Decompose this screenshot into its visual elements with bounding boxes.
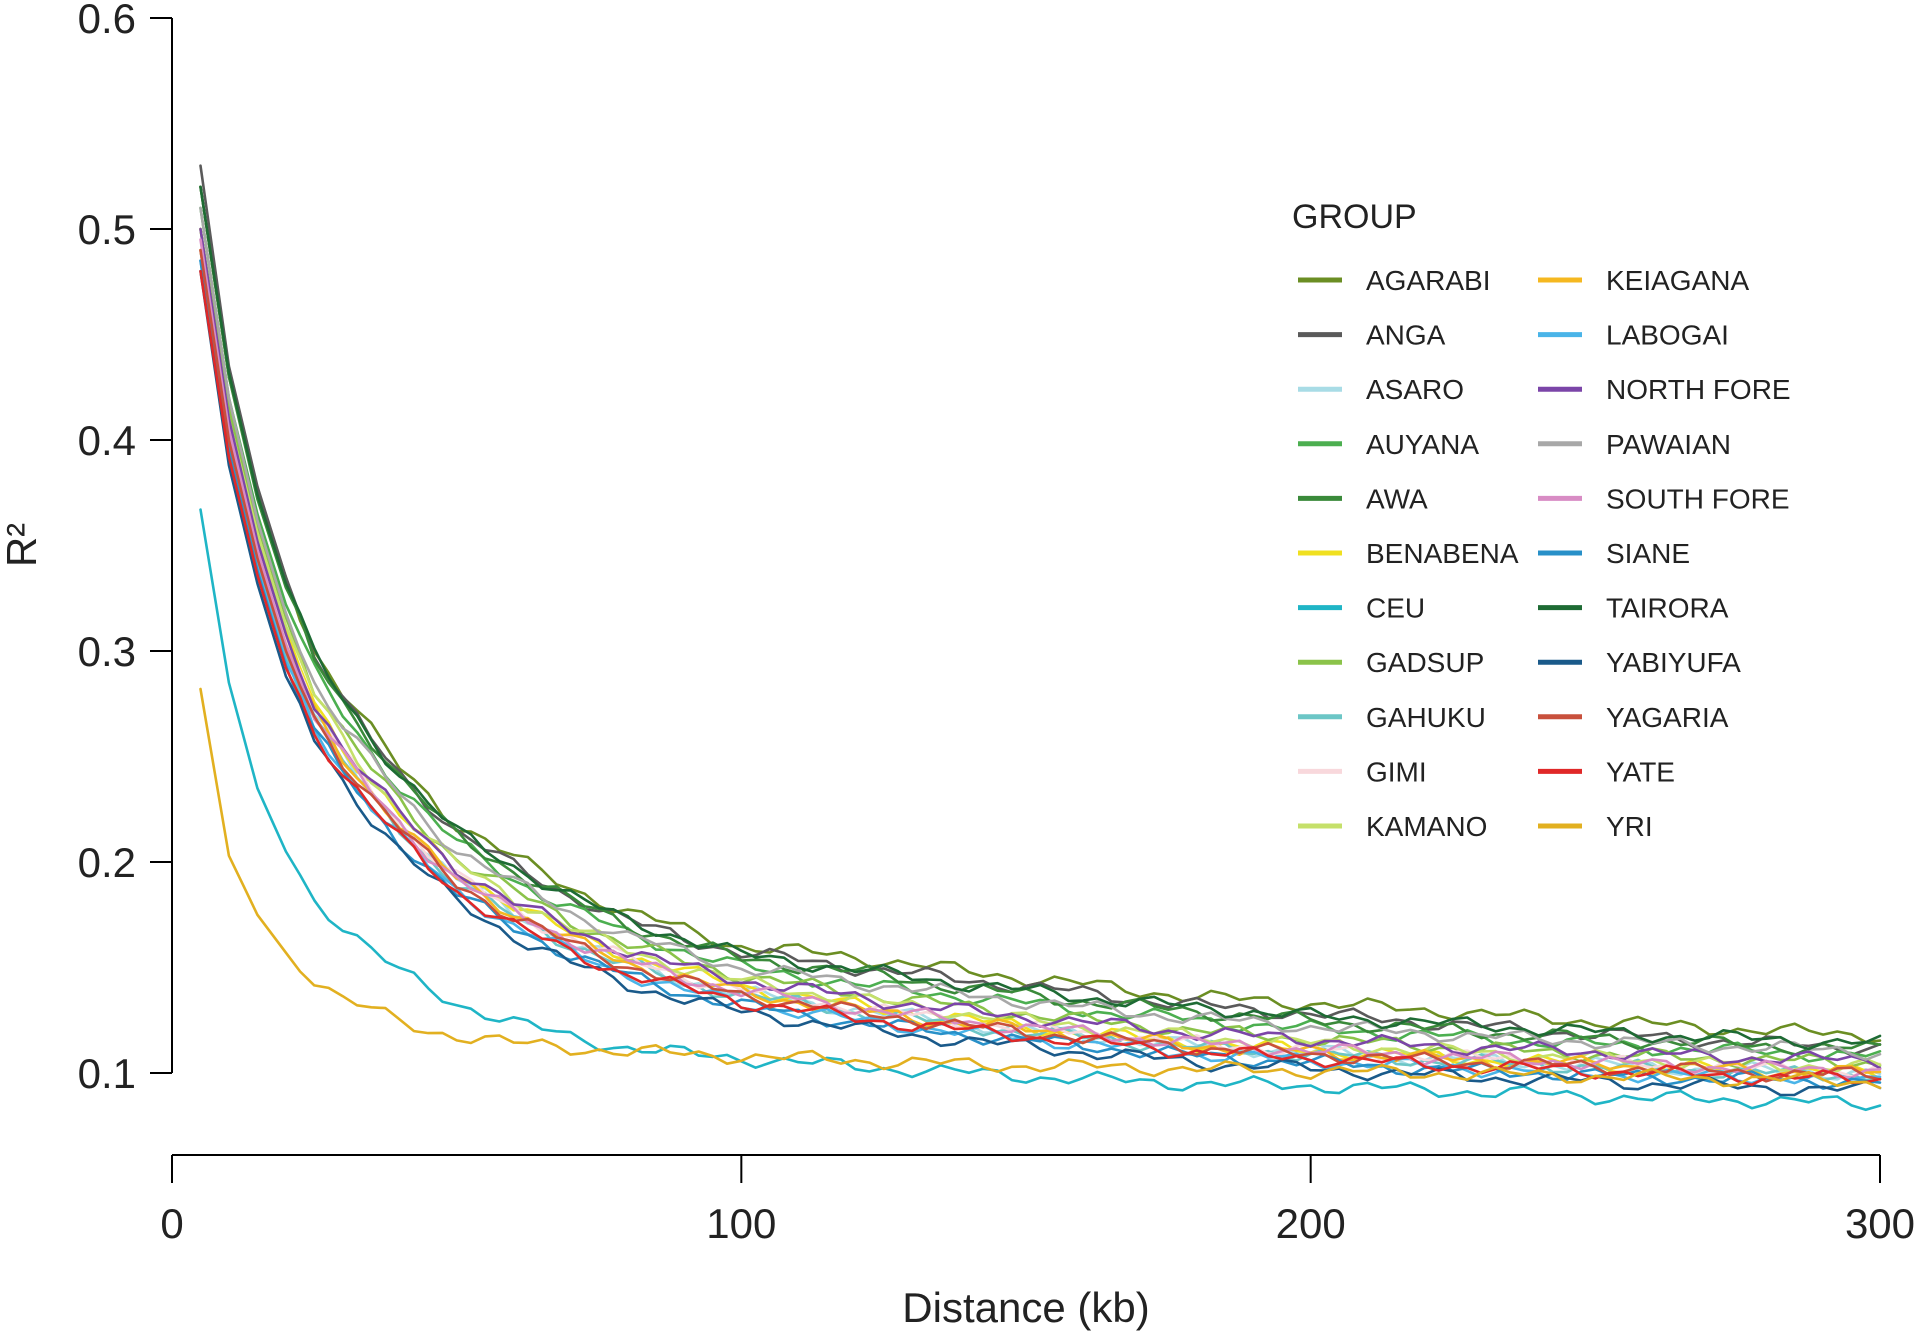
y-tick-label: 0.6 bbox=[78, 0, 136, 42]
series-line-tairora bbox=[199, 185, 1882, 1051]
legend-label: NORTH FORE bbox=[1606, 374, 1791, 405]
y-axis-title: R² bbox=[0, 523, 45, 567]
legend-item: YATE bbox=[1538, 756, 1675, 787]
legend-label: ASARO bbox=[1366, 374, 1464, 405]
legend-label: GADSUP bbox=[1366, 647, 1484, 678]
legend-label: SOUTH FORE bbox=[1606, 483, 1790, 514]
legend: GROUP AGARABI ANGA ASARO AUYANA AWA BENABENA CE… bbox=[1292, 198, 1791, 842]
legend-label: AGARABI bbox=[1366, 265, 1490, 296]
series-lines bbox=[199, 164, 1882, 1112]
legend-item: PAWAIAN bbox=[1538, 429, 1731, 460]
y-tick-label: 0.5 bbox=[78, 206, 136, 253]
legend-label: PAWAIAN bbox=[1606, 429, 1731, 460]
y-tick-label: 0.1 bbox=[78, 1050, 136, 1097]
series-line-pawaian bbox=[199, 206, 1882, 1061]
legend-label: AUYANA bbox=[1366, 429, 1479, 460]
series-line-kamano bbox=[199, 227, 1882, 1073]
legend-item: YAGARIA bbox=[1538, 702, 1729, 733]
legend-item: YRI bbox=[1538, 811, 1653, 842]
x-tick-label: 0 bbox=[160, 1200, 183, 1247]
legend-item: KEIAGANA bbox=[1538, 265, 1749, 296]
legend-item: GADSUP bbox=[1298, 647, 1484, 678]
y-tick-label: 0.3 bbox=[78, 628, 136, 675]
legend-label: GIMI bbox=[1366, 756, 1427, 787]
x-axis-title: Distance (kb) bbox=[902, 1284, 1149, 1331]
legend-item: ANGA bbox=[1298, 320, 1446, 351]
legend-item: SOUTH FORE bbox=[1538, 483, 1790, 514]
legend-item: SIANE bbox=[1538, 538, 1690, 569]
axes: 0.1 0.2 0.3 0.4 0.5 0.6 0 100 200 300 bbox=[78, 0, 1915, 1247]
legend-label: BENABENA bbox=[1366, 538, 1519, 569]
x-tick-label: 200 bbox=[1276, 1200, 1346, 1247]
legend-item: KAMANO bbox=[1298, 811, 1487, 842]
y-tick-label: 0.2 bbox=[78, 839, 136, 886]
legend-item: TAIRORA bbox=[1538, 593, 1729, 624]
series-line-south-fore bbox=[199, 238, 1882, 1079]
x-tick-label: 100 bbox=[706, 1200, 776, 1247]
legend-label: TAIRORA bbox=[1606, 593, 1729, 624]
legend-label: YABIYUFA bbox=[1606, 647, 1741, 678]
legend-label: AWA bbox=[1366, 483, 1428, 514]
legend-item: ASARO bbox=[1298, 374, 1464, 405]
series-line-awa bbox=[199, 185, 1882, 1057]
series-line-yri bbox=[199, 687, 1882, 1090]
legend-item: GAHUKU bbox=[1298, 702, 1486, 733]
series-line-ceu bbox=[199, 508, 1882, 1112]
legend-label: LABOGAI bbox=[1606, 320, 1729, 351]
legend-item: CEU bbox=[1298, 593, 1425, 624]
legend-label: KAMANO bbox=[1366, 811, 1487, 842]
legend-title: GROUP bbox=[1292, 198, 1417, 236]
legend-label: YAGARIA bbox=[1606, 702, 1729, 733]
legend-label: ANGA bbox=[1366, 320, 1446, 351]
legend-label: CEU bbox=[1366, 593, 1425, 624]
legend-item: GIMI bbox=[1298, 756, 1427, 787]
legend-label: GAHUKU bbox=[1366, 702, 1486, 733]
legend-item: NORTH FORE bbox=[1538, 374, 1791, 405]
legend-label: YRI bbox=[1606, 811, 1653, 842]
legend-item: YABIYUFA bbox=[1538, 647, 1741, 678]
legend-label: KEIAGANA bbox=[1606, 265, 1749, 296]
legend-item: AGARABI bbox=[1298, 265, 1490, 296]
x-tick-label: 300 bbox=[1845, 1200, 1915, 1247]
legend-label: YATE bbox=[1606, 756, 1675, 787]
legend-item: BENABENA bbox=[1298, 538, 1519, 569]
legend-item: LABOGAI bbox=[1538, 320, 1729, 351]
legend-item: AUYANA bbox=[1298, 429, 1479, 460]
legend-label: SIANE bbox=[1606, 538, 1690, 569]
y-tick-label: 0.4 bbox=[78, 417, 136, 464]
legend-item: AWA bbox=[1298, 483, 1428, 514]
